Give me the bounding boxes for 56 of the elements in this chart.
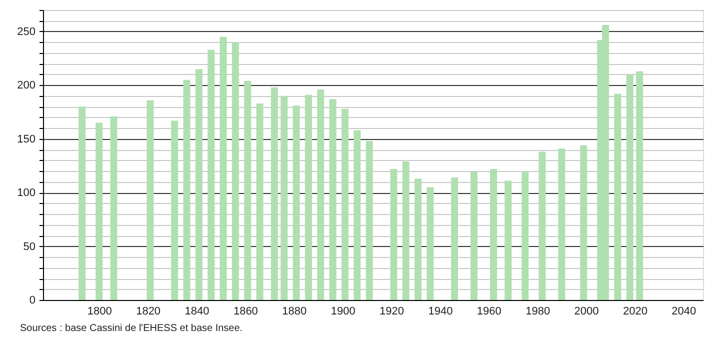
x-tick-label: 1980 xyxy=(526,306,550,318)
x-tick-label: 2020 xyxy=(622,306,648,318)
bar xyxy=(195,69,202,300)
bar xyxy=(329,99,336,300)
bar xyxy=(292,106,300,300)
bar xyxy=(636,71,644,300)
bar xyxy=(146,100,154,300)
y-tick-label: 200 xyxy=(17,80,36,92)
bar xyxy=(220,36,227,300)
bar xyxy=(110,116,118,300)
bar xyxy=(183,80,190,300)
bar xyxy=(78,106,86,300)
y-tick-label: 0 xyxy=(29,294,36,306)
bar xyxy=(558,148,566,300)
y-tick-label: 50 xyxy=(23,240,36,253)
x-tick-label: 1940 xyxy=(428,306,453,318)
bar xyxy=(522,171,529,300)
bar xyxy=(470,171,478,300)
x-tick-label: 2040 xyxy=(672,306,696,318)
bar xyxy=(171,120,178,300)
bar xyxy=(304,94,312,300)
x-tick-label: 1840 xyxy=(184,306,210,318)
bar xyxy=(390,168,398,300)
x-tick-label: 1880 xyxy=(282,306,307,318)
y-tick-label: 250 xyxy=(17,26,36,38)
y-tick-label: 100 xyxy=(17,187,36,200)
bar xyxy=(317,89,324,300)
bar xyxy=(402,161,410,300)
bar xyxy=(270,87,278,300)
y-tick-label: 150 xyxy=(17,133,36,146)
bar xyxy=(504,180,512,300)
x-tick-label: 2000 xyxy=(574,306,599,318)
bar xyxy=(244,80,252,300)
bar xyxy=(426,187,434,300)
bar xyxy=(232,42,239,300)
bar xyxy=(490,168,498,300)
x-tick-label: 1800 xyxy=(87,306,112,318)
bar xyxy=(256,103,264,300)
bar xyxy=(538,152,546,300)
bar xyxy=(414,178,422,300)
source-note: Sources : base Cassini de l'EHESS et base Insee. xyxy=(20,323,243,334)
x-tick-label: 1820 xyxy=(136,306,161,318)
x-tick-label: 1920 xyxy=(380,306,404,318)
bar xyxy=(614,94,622,300)
bar xyxy=(626,74,634,300)
bar xyxy=(96,122,103,300)
bar xyxy=(208,50,215,300)
bar xyxy=(354,130,361,300)
bar xyxy=(451,178,458,300)
x-tick-label: 1960 xyxy=(476,306,502,318)
bar xyxy=(580,145,588,300)
bar xyxy=(366,141,373,300)
bar xyxy=(280,96,288,300)
bar xyxy=(342,108,349,300)
x-tick-label: 1900 xyxy=(330,306,356,318)
x-tick-label: 1860 xyxy=(233,306,258,318)
